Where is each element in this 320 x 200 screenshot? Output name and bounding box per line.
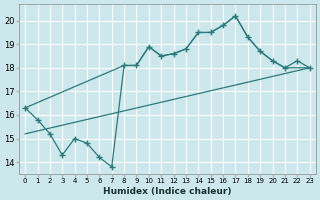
X-axis label: Humidex (Indice chaleur): Humidex (Indice chaleur) xyxy=(103,187,232,196)
